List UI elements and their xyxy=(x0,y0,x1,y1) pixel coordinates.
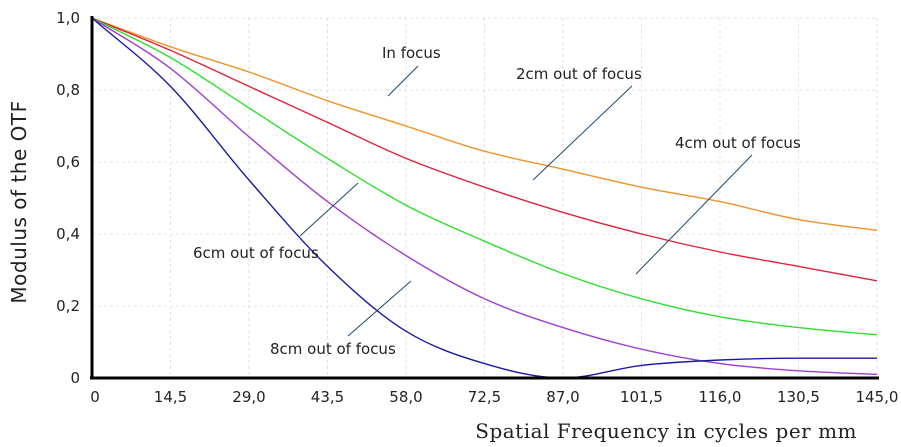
annotation-leader xyxy=(387,65,419,97)
series-line xyxy=(91,17,878,282)
annotation-leader xyxy=(299,182,359,237)
x-tick-label: 101,5 xyxy=(620,388,663,406)
annotation-label: 8cm out of focus xyxy=(270,340,396,358)
x-tick-label: 58,0 xyxy=(389,388,422,406)
y-tick-label: 0,8 xyxy=(56,81,80,99)
annotation-label: 4cm out of focus xyxy=(675,134,801,152)
x-tick-label: 72,5 xyxy=(468,388,501,406)
x-tick-labels: 0 14,5 29,0 43,5 58,0 72,5 87,0 101,5 116,0 130,5… xyxy=(90,388,898,406)
annotation-leader xyxy=(532,85,633,181)
annotation-label: 6cm out of focus xyxy=(193,244,319,262)
annotation-leader xyxy=(635,154,753,275)
x-tick-label: 29,0 xyxy=(232,388,265,406)
y-tick-labels: 0 0,2 0,4 0,6 0,8 1,0 xyxy=(56,9,80,387)
series-line xyxy=(91,17,878,336)
y-tick-label: 0,2 xyxy=(56,297,80,315)
series-line xyxy=(91,17,878,376)
y-tick-label: 0,6 xyxy=(56,153,80,171)
grid xyxy=(92,17,878,378)
x-tick-label: 130,5 xyxy=(777,388,820,406)
y-tick-label: 0,4 xyxy=(56,225,80,243)
y-tick-label: 1,0 xyxy=(56,9,80,27)
x-tick-label: 0 xyxy=(90,388,100,406)
series-line xyxy=(91,17,878,232)
x-tick-label: 87,0 xyxy=(546,388,579,406)
y-axis-title: Modulus of the OTF xyxy=(7,100,31,303)
series-group xyxy=(91,17,878,379)
annotation-label: In focus xyxy=(382,44,441,62)
x-tick-label: 14,5 xyxy=(154,388,187,406)
x-axis-title: Spatial Frequency in cycles per mm xyxy=(475,419,857,443)
annotation-labels: In focus 2cm out of focus 4cm out of focus… xyxy=(193,44,801,358)
annotation-label: 2cm out of focus xyxy=(516,65,642,83)
series-line xyxy=(91,17,877,379)
annotation-leaders xyxy=(299,65,753,337)
x-tick-label: 43,5 xyxy=(311,388,344,406)
annotation-leader xyxy=(347,280,412,337)
x-tick-label: 116,0 xyxy=(699,388,742,406)
x-tick-label: 145,0 xyxy=(856,388,899,406)
y-tick-label: 0 xyxy=(70,369,80,387)
